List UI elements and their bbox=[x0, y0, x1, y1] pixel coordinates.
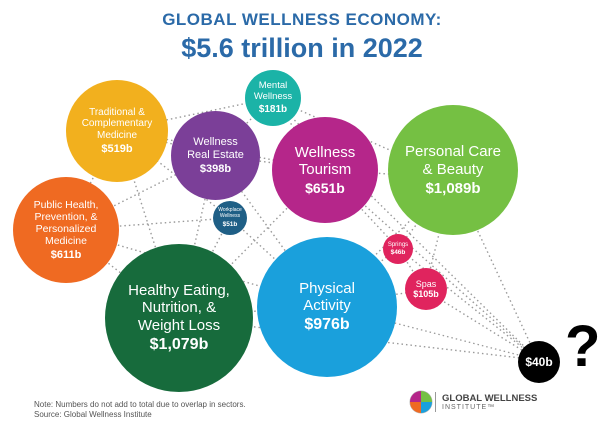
bubble-label: Physical Activity bbox=[299, 279, 355, 314]
bubble-value: $398b bbox=[199, 163, 232, 176]
bubble-value: $651b bbox=[305, 180, 345, 197]
bubble-value: $1,079b bbox=[149, 335, 209, 353]
bubble-mental-wellness: Mental Wellness $181b bbox=[245, 70, 301, 126]
bubble-workplace-wellness: Workplace Wellness $51b bbox=[213, 201, 247, 235]
bubble-label: Springs bbox=[387, 242, 409, 249]
logo-name: GLOBAL WELLNESS bbox=[442, 393, 538, 404]
page-title-line1: GLOBAL WELLNESS ECONOMY: bbox=[162, 10, 442, 29]
bubble-label: Mental Wellness bbox=[253, 79, 293, 102]
bubble-spas: Spas $105b bbox=[405, 268, 447, 310]
logo-sub: INSTITUTE™ bbox=[442, 404, 496, 411]
bubble-traditional-medicine: Traditional & Complementary Medicine $51… bbox=[66, 80, 168, 182]
page-title-line2: $5.6 trillion in 2022 bbox=[181, 33, 423, 63]
bubble-value: $181b bbox=[258, 104, 288, 116]
question-mark: ? bbox=[565, 314, 601, 379]
bubble-label: Wellness Tourism bbox=[294, 143, 356, 178]
gwi-logo-icon bbox=[409, 390, 436, 414]
bubble-label: Workplace Wellness bbox=[218, 207, 242, 219]
bubble-label: Personal Care & Beauty bbox=[405, 143, 501, 178]
bubble-springs: Springs $46b bbox=[383, 234, 413, 264]
bubble-personal-care-beauty: Personal Care & Beauty $1,089b bbox=[388, 105, 518, 235]
bubble-label: Public Health, Prevention, & Personalize… bbox=[33, 198, 99, 248]
footnote-line2: Source: Global Wellness Institute bbox=[34, 410, 152, 419]
bubble-healthy-eating: Healthy Eating, Nutrition, & Weight Loss… bbox=[105, 244, 253, 392]
bubble-value: $105b bbox=[413, 289, 439, 300]
bubble-value: $1,089b bbox=[425, 179, 481, 197]
bubble-physical-activity: Physical Activity $976b bbox=[257, 237, 397, 377]
bubble-public-health: Public Health, Prevention, & Personalize… bbox=[13, 177, 119, 283]
footnote: Note: Numbers do not add to total due to… bbox=[34, 400, 246, 420]
bubble-value: $611b bbox=[50, 249, 82, 262]
bubble-label: Spas bbox=[415, 278, 437, 289]
bubble-label: Traditional & Complementary Medicine bbox=[81, 106, 153, 141]
bubble-value: $519b bbox=[101, 143, 133, 156]
bubble-wellness-tourism: Wellness Tourism $651b bbox=[272, 117, 378, 223]
bubble-value: $46b bbox=[390, 248, 406, 256]
footnote-line1: Note: Numbers do not add to total due to… bbox=[34, 400, 246, 409]
bubble-wellness-real-estate: Wellness Real Estate $398b bbox=[171, 111, 260, 200]
bubble-value: $976b bbox=[304, 316, 350, 334]
bubble-value: $51b bbox=[222, 220, 238, 228]
bubble-value: $40b bbox=[525, 355, 553, 369]
bubble-extra-40b: $40b bbox=[518, 341, 560, 383]
bubble-label: Healthy Eating, Nutrition, & Weight Loss bbox=[128, 282, 230, 334]
bubble-label: Wellness Real Estate bbox=[187, 135, 244, 161]
